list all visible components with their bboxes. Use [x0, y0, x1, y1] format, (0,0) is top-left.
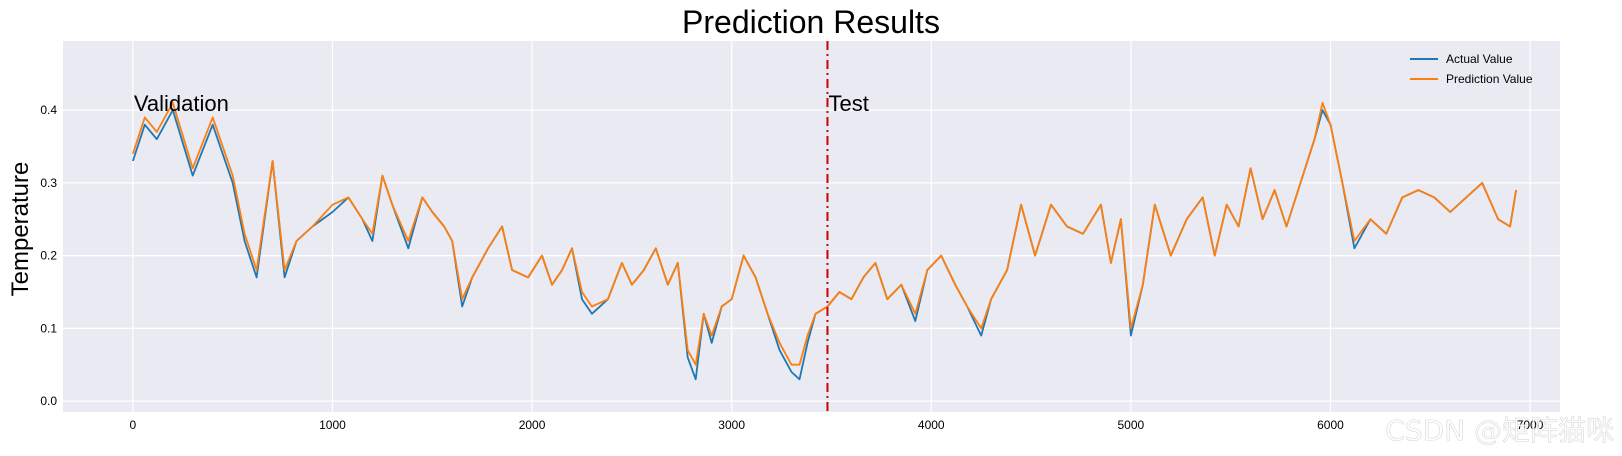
x-tick-label: 1000	[319, 418, 346, 432]
series-line-prediction	[132, 101, 1517, 366]
x-tick-label: 2000	[519, 418, 546, 432]
legend-label: Actual Value	[1446, 52, 1513, 66]
y-tick-label: 0.1	[40, 321, 57, 335]
x-tick-label: 6000	[1317, 418, 1344, 432]
watermark: CSDN @矩阵猫咪	[1385, 414, 1614, 447]
y-tick-label: 0.3	[40, 176, 57, 190]
y-axis-label: Temperature	[7, 162, 34, 297]
plot-area	[63, 41, 1560, 412]
y-tick-label: 0.2	[40, 249, 57, 263]
annotation-validation: Validation	[134, 91, 229, 116]
x-tick-label: 5000	[1118, 418, 1145, 432]
y-tick-label: 0.4	[40, 103, 57, 117]
annotations: Validation Test	[134, 91, 869, 116]
annotation-test: Test	[828, 91, 868, 116]
x-tick-label: 7000	[1517, 418, 1544, 432]
x-tick-label: 3000	[718, 418, 745, 432]
legend: Actual Value Prediction Value	[1410, 52, 1533, 86]
legend-label: Prediction Value	[1446, 72, 1533, 86]
x-tick-label: 4000	[918, 418, 945, 432]
y-tick-label: 0.0	[40, 394, 57, 408]
chart-title: Prediction Results	[682, 4, 940, 40]
x-tick-label: 0	[130, 418, 137, 432]
tick-labels: 0 1000 2000 3000 4000 5000 6000 7000 0.0 0.1 0.2 0.…	[40, 103, 1543, 432]
series-layer	[132, 101, 1517, 381]
